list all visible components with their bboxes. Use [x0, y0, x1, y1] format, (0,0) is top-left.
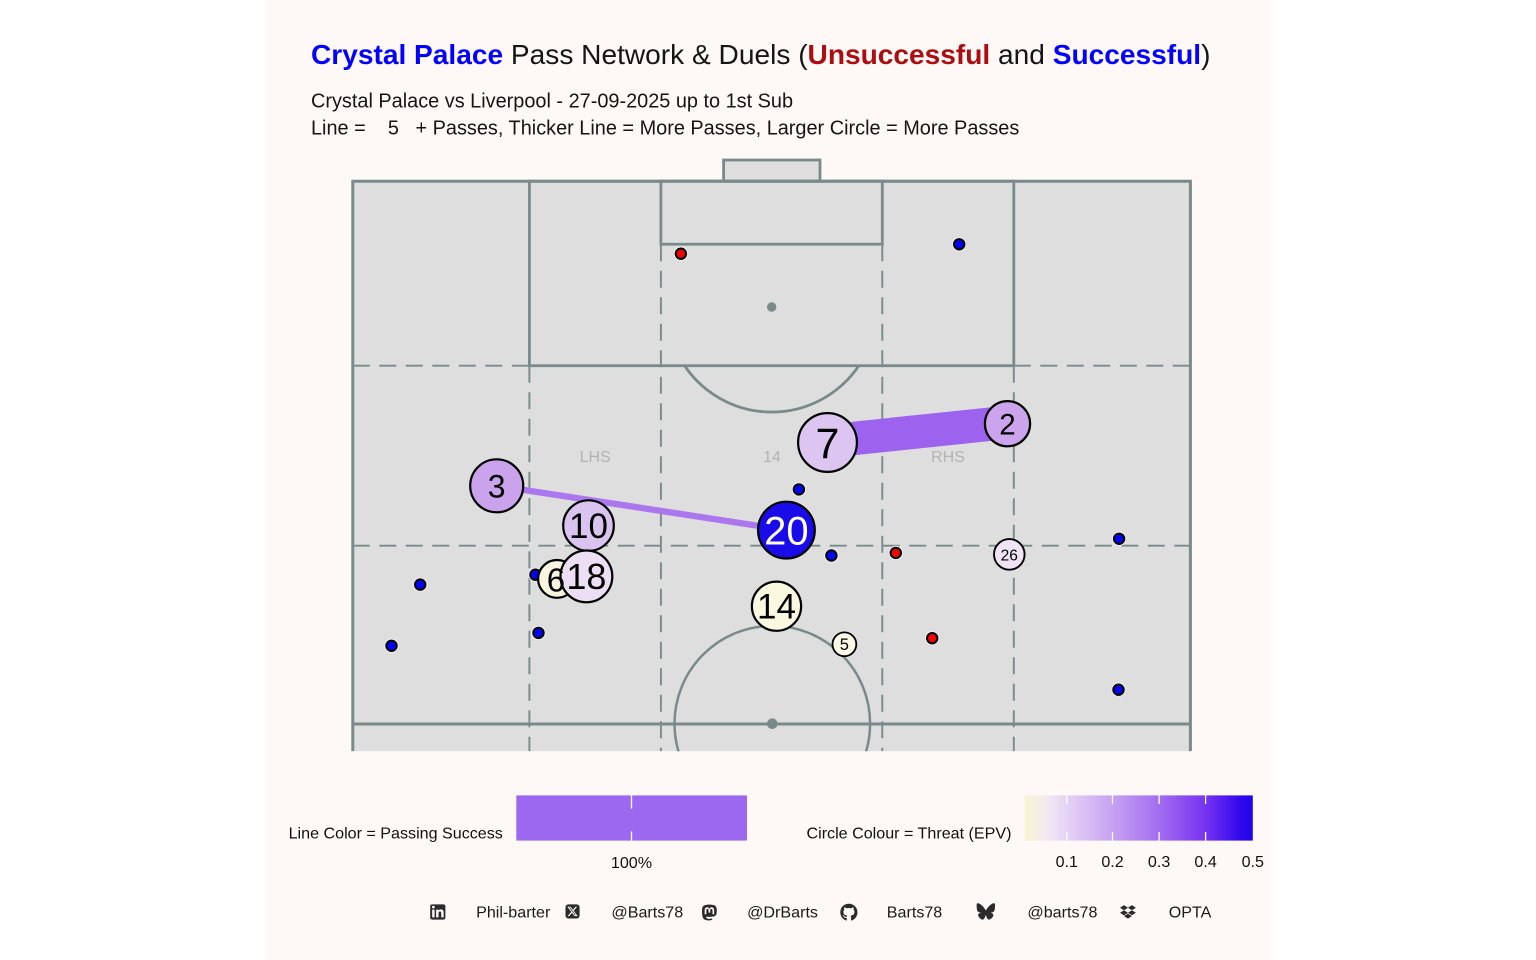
- svg-text:Barts78: Barts78: [887, 904, 943, 922]
- svg-text:@barts78: @barts78: [1027, 904, 1097, 922]
- svg-text:10: 10: [569, 507, 608, 546]
- svg-text:0.1: 0.1: [1056, 853, 1078, 871]
- svg-text:5: 5: [840, 636, 849, 654]
- svg-text:Line = 5 + Passes, Thicke: Line = 5 + Passes, Thicker Line = More P…: [311, 118, 1019, 140]
- svg-text:Crystal Palace Pass Network &: Crystal Palace Pass Network & Duels (Uns…: [311, 39, 1210, 70]
- svg-text:Line Color = Passing Success: Line Color = Passing Success: [289, 824, 503, 842]
- svg-text:0.4: 0.4: [1194, 853, 1216, 871]
- svg-text:14: 14: [763, 449, 781, 466]
- svg-text:LHS: LHS: [580, 449, 611, 466]
- svg-text:6: 6: [547, 561, 565, 598]
- svg-text:14: 14: [757, 587, 796, 626]
- svg-text:0.2: 0.2: [1101, 853, 1123, 871]
- svg-text:100%: 100%: [611, 854, 652, 872]
- svg-text:7: 7: [816, 420, 840, 468]
- svg-text:20: 20: [764, 509, 809, 553]
- svg-text:26: 26: [1001, 548, 1018, 565]
- svg-text:Crystal Palace vs Liverpool -: Crystal Palace vs Liverpool - 27-09-2025…: [311, 91, 793, 113]
- svg-text:OPTA: OPTA: [1169, 904, 1212, 922]
- svg-text:@DrBarts: @DrBarts: [747, 904, 818, 922]
- svg-text:Circle Colour = Threat (EPV): Circle Colour = Threat (EPV): [807, 824, 1012, 842]
- svg-text:@Barts78: @Barts78: [611, 904, 683, 922]
- svg-text:RHS: RHS: [931, 449, 965, 466]
- svg-text:3: 3: [488, 468, 506, 504]
- svg-text:18: 18: [566, 556, 606, 597]
- svg-text:0.5: 0.5: [1242, 853, 1264, 871]
- svg-text:2: 2: [999, 408, 1015, 441]
- svg-text:0.3: 0.3: [1148, 853, 1170, 871]
- svg-text:Phil-barter: Phil-barter: [476, 904, 551, 922]
